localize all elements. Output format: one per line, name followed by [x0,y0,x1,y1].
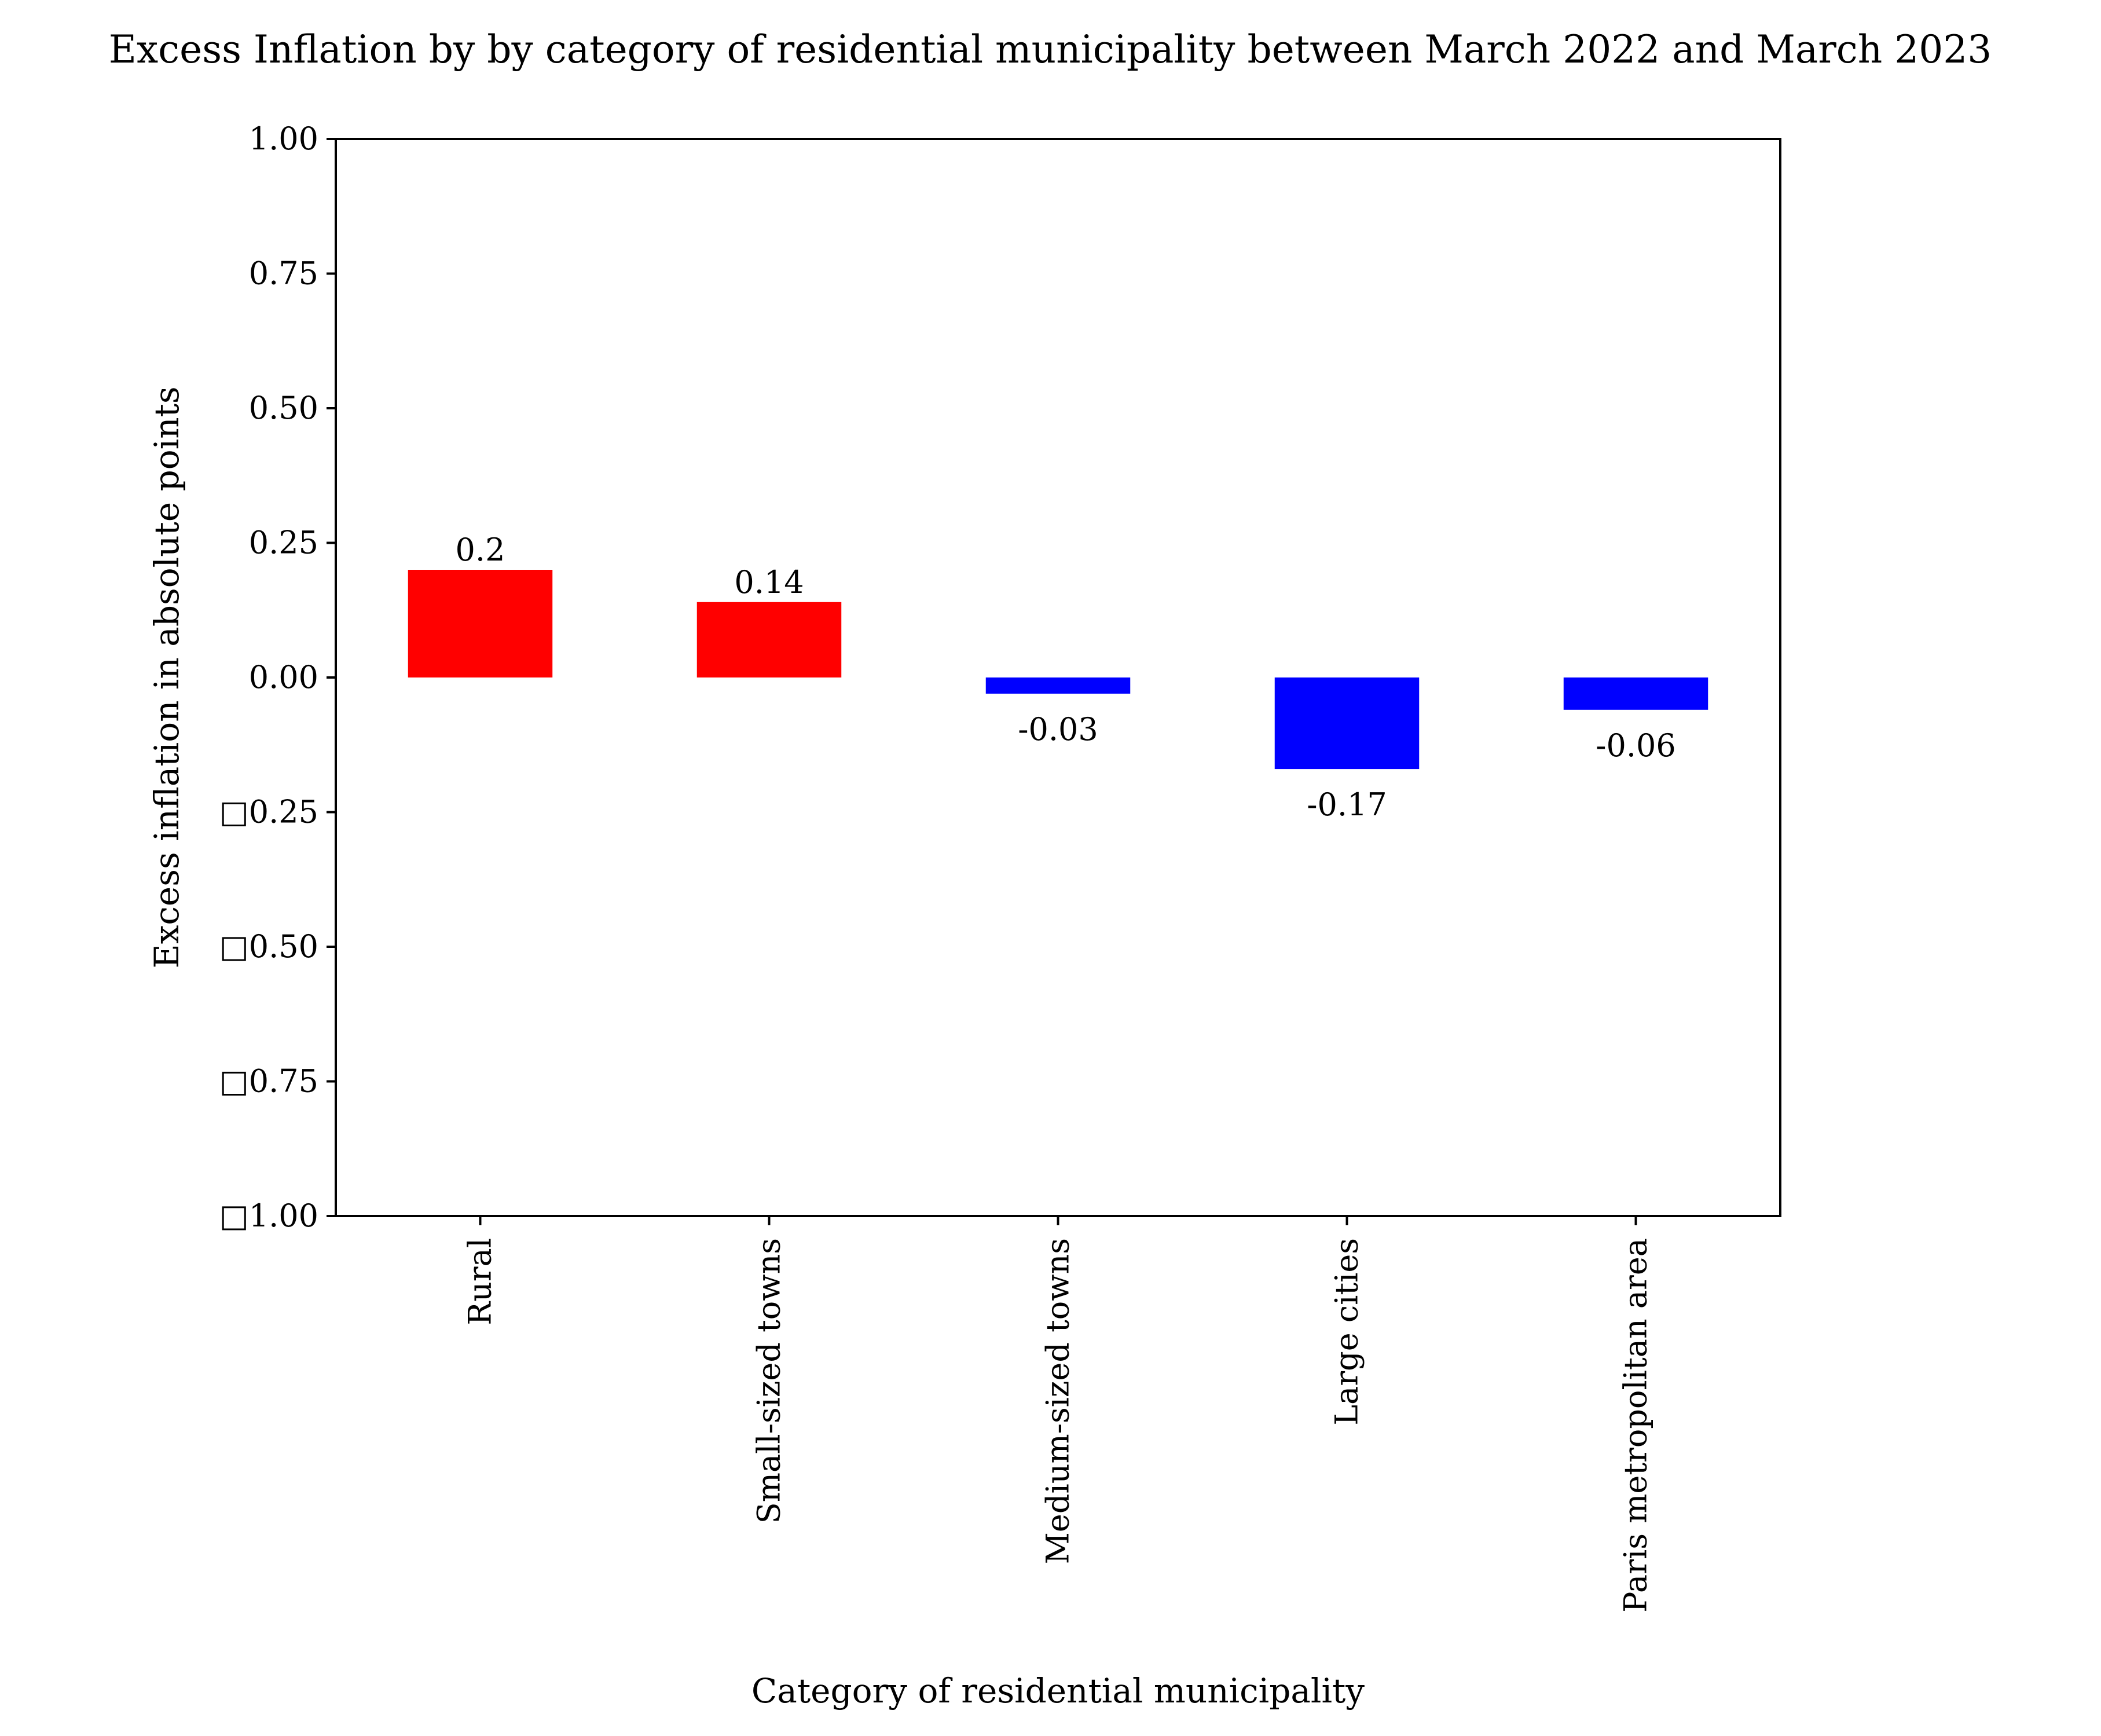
x-tick-label-4: Paris metropolitan area [1618,1238,1654,1613]
y-tick-label-6: □0.50 [219,928,318,965]
x-axis: Rural Small-sized towns Medium-sized towns… [462,1216,1654,1613]
y-tick-label-5: □0.25 [219,794,318,830]
bar-3 [1274,677,1420,770]
x-tick-label-0: Rural [462,1238,498,1325]
data-labels-group: 0.2 0.14 -0.03 -0.17 -0.06 [456,532,1676,823]
y-tick-label-8: □1.00 [219,1197,318,1234]
x-tick-label-3: Large cities [1329,1238,1365,1426]
y-axis-label: Excess inflation in absolute points [147,386,186,968]
y-tick-label-2: 0.50 [249,390,318,426]
data-label-4: -0.06 [1596,727,1675,764]
data-label-3: -0.17 [1307,786,1387,823]
y-tick-label-3: 0.25 [249,525,318,561]
x-tick-label-1: Small-sized towns [751,1238,787,1523]
chart-title: Excess Inflation by by category of resid… [109,27,1992,72]
bars-group [408,570,1708,770]
y-tick-label-0: 1.00 [249,120,318,157]
bar-4 [1563,677,1708,710]
y-tick-label-1: 0.75 [249,255,318,292]
x-tick-label-2: Medium-sized towns [1040,1238,1076,1564]
bar-1 [696,602,842,677]
data-label-0: 0.2 [456,532,505,568]
data-label-2: -0.03 [1018,711,1098,748]
y-tick-label-4: 0.00 [249,659,318,695]
y-axis: 1.00 0.75 0.50 0.25 0.00 □0.25 □0.50 □0.75 □1.00 [219,120,336,1234]
bar-0 [408,570,553,677]
x-axis-label: Category of residential municipality [751,1671,1365,1711]
data-label-1: 0.14 [734,564,804,600]
y-tick-label-7: □0.75 [219,1063,318,1100]
bar-2 [985,677,1131,694]
